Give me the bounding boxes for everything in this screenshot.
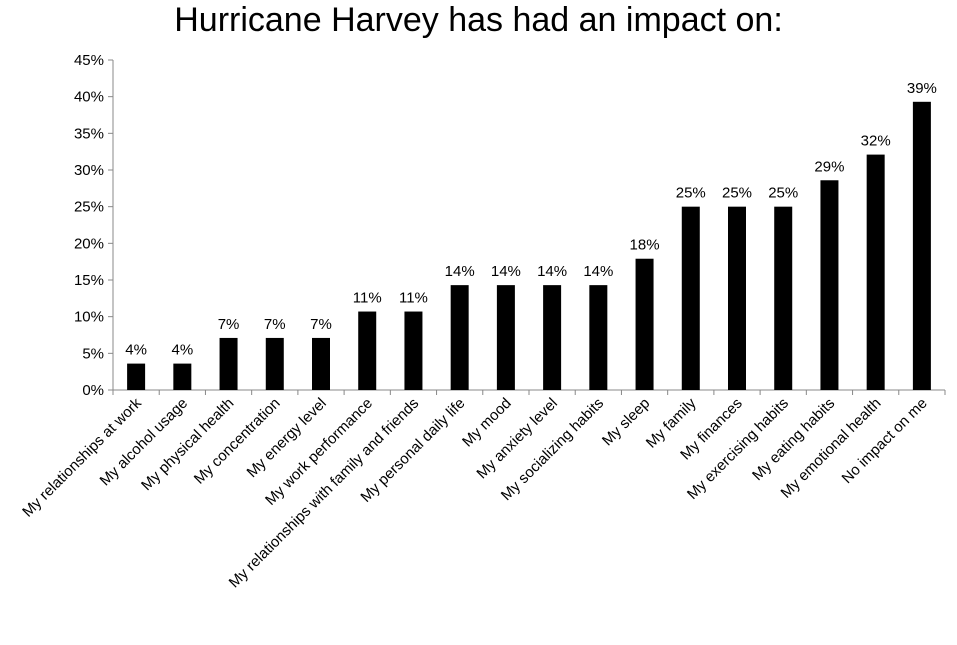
y-tick-label: 30%: [74, 162, 104, 179]
bar: [589, 285, 608, 390]
data-label: 14%: [445, 263, 475, 280]
y-tick-label: 15%: [74, 272, 104, 289]
y-tick-label: 25%: [74, 199, 104, 216]
bar: [173, 363, 192, 390]
y-axis: 0% 5% 10% 15% 20% 25% 30% 35% 40% 45%: [74, 52, 114, 399]
data-label: 32%: [861, 133, 891, 150]
data-label: 25%: [768, 185, 798, 202]
y-tick-label: 10%: [74, 309, 104, 326]
bar: [496, 285, 515, 390]
bar: [450, 285, 469, 390]
bar: [635, 258, 654, 390]
data-label: 39%: [907, 80, 937, 97]
bar: [543, 285, 562, 390]
data-label: 11%: [353, 290, 382, 307]
data-label: 29%: [814, 158, 844, 175]
bar: [728, 206, 746, 390]
data-label: 25%: [676, 185, 706, 202]
bar: [820, 180, 839, 390]
bar: [358, 311, 377, 390]
y-tick-label: 20%: [74, 235, 104, 252]
data-labels: 4% 4% 7% 7% 7% 11% 11% 14% 14% 14% 14% 18% 25% 25% 25%…: [125, 80, 937, 359]
y-tick-label: 0%: [82, 382, 104, 399]
y-tick-label: 40%: [74, 89, 104, 106]
category-label: My anxiety level: [473, 395, 560, 482]
y-tick-label: 5%: [82, 345, 104, 362]
chart-title: Hurricane Harvey has had an impact on:: [174, 1, 783, 39]
bar: [312, 337, 330, 390]
data-label: 25%: [722, 185, 752, 202]
data-label: 7%: [310, 316, 332, 333]
bars: [127, 101, 931, 391]
data-label: 7%: [264, 316, 286, 333]
bar: [404, 311, 423, 390]
bar: [265, 337, 284, 390]
bar: [912, 101, 931, 391]
data-label: 14%: [491, 263, 521, 280]
data-label: 4%: [125, 342, 147, 359]
category-label: My eating habits: [749, 395, 838, 484]
bar: [866, 154, 885, 390]
data-label: 14%: [537, 263, 567, 280]
data-label: 18%: [630, 237, 660, 254]
bar: [219, 337, 238, 390]
data-label: 4%: [171, 342, 193, 359]
y-tick-label: 35%: [74, 125, 104, 142]
data-label: 14%: [583, 263, 613, 280]
x-axis: [112, 389, 946, 395]
category-label: My energy level: [244, 395, 330, 481]
bar: [681, 206, 700, 390]
bar: [127, 363, 146, 390]
bar: [774, 206, 793, 390]
category-label: My concentration: [191, 395, 284, 488]
y-tick-label: 45%: [74, 52, 104, 69]
category-label: No impact on me: [839, 395, 931, 487]
data-label: 11%: [399, 290, 428, 307]
data-label: 7%: [218, 316, 240, 333]
